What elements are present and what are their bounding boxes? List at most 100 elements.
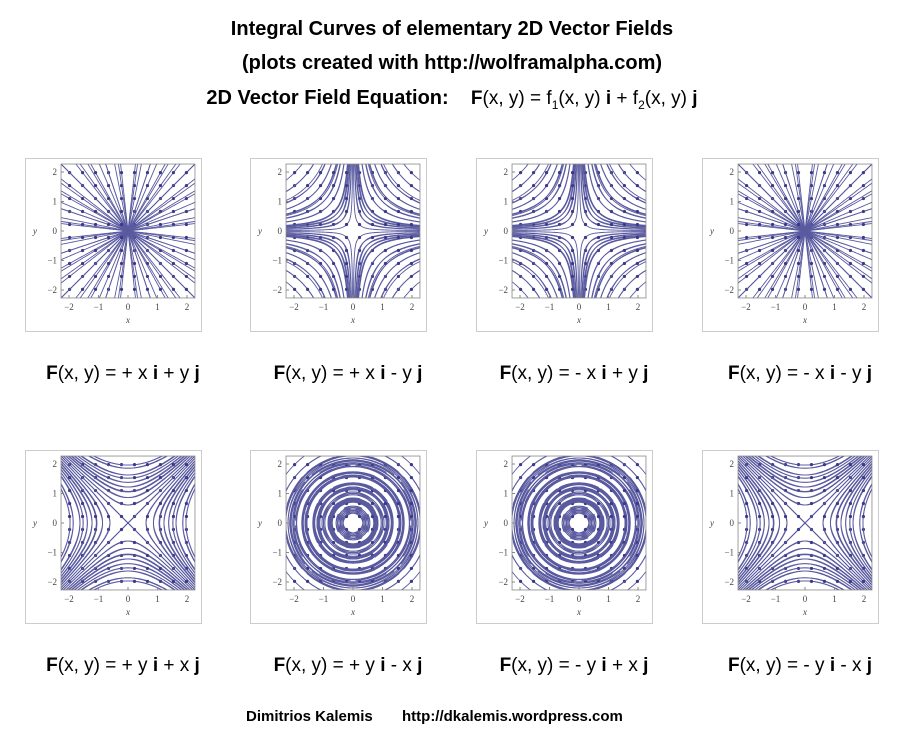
arrow-dot xyxy=(396,488,401,493)
arrow-dot xyxy=(80,170,85,175)
eq-part: F xyxy=(273,363,286,384)
arrow-dot xyxy=(318,274,323,279)
x-tick-label: 2 xyxy=(862,302,867,312)
y-tick-label: −2 xyxy=(272,577,282,587)
arrow-dot xyxy=(822,475,827,480)
arrow-dot xyxy=(622,183,627,188)
eq-part: j xyxy=(866,655,873,676)
arrow-dot xyxy=(622,248,627,253)
y-tick-label: 0 xyxy=(504,518,509,528)
x-tick-label: −1 xyxy=(94,594,104,604)
streamline xyxy=(128,190,195,232)
streamline xyxy=(286,232,352,298)
stream-plot: −2 −2 −1 −1 0 0 1 1 2 2 x y xyxy=(250,158,427,332)
arrow-dot xyxy=(158,235,163,240)
arrow-dot xyxy=(383,235,388,240)
x-tick-label: 0 xyxy=(126,594,131,604)
eq-part: - x xyxy=(385,655,418,676)
arrow-dot xyxy=(835,222,840,227)
streamline xyxy=(286,164,352,230)
arrow-dot xyxy=(331,183,336,188)
x-tick-label: −1 xyxy=(771,594,781,604)
arrow-dot xyxy=(171,196,176,201)
arrow-dot xyxy=(119,183,124,188)
stream-plot: −2 −2 −1 −1 0 0 1 1 2 2 x y xyxy=(702,450,879,624)
stream-plot: −2 −2 −1 −1 0 0 1 1 2 2 x y xyxy=(476,158,653,332)
arrow-dot xyxy=(835,170,840,175)
streamline xyxy=(581,233,646,298)
arrow-dot xyxy=(518,287,523,292)
arrow-dot xyxy=(822,183,827,188)
arrow-dot xyxy=(770,248,775,253)
x-tick-label: 0 xyxy=(803,302,808,312)
streamline xyxy=(61,472,84,575)
streamline xyxy=(512,234,576,298)
streamline xyxy=(739,456,871,506)
streamline xyxy=(583,164,646,226)
streamline xyxy=(805,230,872,272)
arrow-dot xyxy=(583,235,588,240)
streamline xyxy=(512,164,541,193)
arrow-dot xyxy=(757,209,762,214)
arrow-dot xyxy=(184,475,189,480)
arrow-dot xyxy=(318,183,323,188)
streamline xyxy=(87,577,168,590)
streamline xyxy=(617,164,646,193)
arrow-dot xyxy=(635,566,640,571)
arrow-dot xyxy=(770,514,775,519)
arrow-dot xyxy=(370,222,375,227)
arrow-dot xyxy=(861,287,866,292)
streamline xyxy=(365,164,420,219)
streamline xyxy=(175,475,195,572)
streamline xyxy=(512,554,549,590)
streamline xyxy=(374,252,420,298)
y-tick-label: −1 xyxy=(724,256,734,266)
arrow-dot xyxy=(596,235,601,240)
arrow-dot xyxy=(292,579,297,584)
streamline xyxy=(738,457,788,589)
eq-part: - y xyxy=(385,363,418,384)
streamline xyxy=(127,231,169,298)
arrow-dot xyxy=(292,462,297,467)
streamline xyxy=(744,553,865,590)
streamline xyxy=(600,164,646,210)
arrow-dot xyxy=(171,209,176,214)
arrow-dot xyxy=(119,261,124,266)
streamline xyxy=(127,164,158,232)
arrow-dot xyxy=(744,488,749,493)
arrow-dot xyxy=(344,183,349,188)
arrow-dot xyxy=(531,287,536,292)
eq-part: (x, y) = f xyxy=(482,88,552,109)
eq-part: (x, y) = + y xyxy=(57,655,153,676)
streamline xyxy=(587,164,646,223)
arrow-dot xyxy=(861,209,866,214)
eq-part: i xyxy=(601,363,607,384)
streamline xyxy=(804,230,819,298)
streamline xyxy=(61,208,129,232)
arrow-dot xyxy=(757,235,762,240)
streamline xyxy=(73,563,182,590)
arrow-dot xyxy=(171,222,176,227)
arrow-dot xyxy=(119,248,124,253)
arrow-dot xyxy=(67,261,72,266)
streamline xyxy=(512,164,571,223)
x-tick-label: −1 xyxy=(545,302,555,312)
arrow-dot xyxy=(119,514,124,519)
arrow-dot xyxy=(848,170,853,175)
arrow-dot xyxy=(145,183,150,188)
streamline xyxy=(775,164,806,232)
y-tick-label: 1 xyxy=(504,489,509,499)
streamline xyxy=(61,230,129,245)
arrow-dot xyxy=(822,579,827,584)
streamlines xyxy=(61,164,195,298)
arrow-dot xyxy=(396,235,401,240)
arrow-dot xyxy=(622,235,627,240)
y-tick-label: 2 xyxy=(730,167,735,177)
eq-part: i xyxy=(601,655,607,676)
streamline xyxy=(114,230,129,298)
streamline xyxy=(61,488,71,559)
eq-part: 1 xyxy=(551,97,559,112)
arrow-dot xyxy=(861,579,866,584)
x-tick-label: 2 xyxy=(410,302,415,312)
arrow-dot xyxy=(331,274,336,279)
